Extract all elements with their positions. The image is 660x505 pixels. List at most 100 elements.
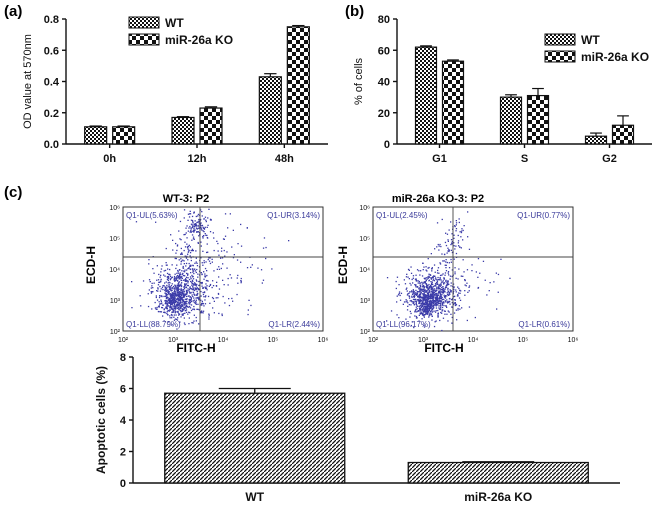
flow-wt-event-dot [195, 257, 197, 259]
flow-wt-event-dot [154, 301, 156, 304]
flow-ko-event-dot [416, 293, 419, 295]
flow-ko-event-dot [445, 264, 447, 266]
flow-wt-event-dot [163, 270, 165, 272]
flow-ko-event-dot [421, 309, 424, 311]
flow-ko-event-dot [419, 289, 421, 291]
flow-ko-event-dot [426, 270, 428, 272]
flow-ko-event-dot [421, 281, 423, 283]
flow-ko-event-dot [437, 303, 439, 305]
flow-ko-event-dot [427, 258, 429, 260]
flow-ko-event-dot [440, 307, 442, 309]
flow-wt-event-dot [193, 289, 196, 292]
flow-wt-event-dot [185, 257, 188, 259]
flow-ko-event-dot [415, 292, 417, 294]
flow-ko-event-dot [424, 311, 426, 313]
flow-wt-event-dot [192, 287, 194, 289]
flow-ko-event-dot [432, 276, 434, 278]
flow-wt-event-dot [178, 285, 180, 287]
flow-wt-event-dot [185, 265, 187, 267]
flow-xlabel-wt: FITC-H [176, 341, 215, 355]
flow-wt-event-dot [204, 299, 206, 301]
flow-wt-event-dot [183, 217, 185, 219]
flow-ko-event-dot [448, 293, 450, 295]
flow-ko-event-dot [432, 283, 434, 286]
flow-wt-event-dot [151, 308, 153, 310]
flow-ko-event-dot [423, 295, 425, 297]
flow-wt-event-dot [182, 267, 184, 269]
flow-wt-event-dot [196, 268, 198, 271]
flow-ko-event-dot [460, 247, 462, 249]
flow-wt-event-dot [204, 296, 207, 298]
flow-wt-event-dot [186, 225, 188, 227]
flow-wt-event-dot [197, 231, 199, 233]
flow-wt-event-dot [194, 268, 196, 270]
flow-wt-event-dot [131, 307, 133, 309]
flow-ko-event-dot [437, 287, 439, 289]
flow-ko-event-dot [418, 293, 421, 295]
flow-wt-event-dot [187, 280, 189, 282]
flow-ko-event-dot [441, 289, 443, 291]
flow-ko-event-dot [451, 306, 454, 308]
flow-ko-event-dot [419, 312, 421, 314]
flow-ko-event-dot [426, 307, 428, 309]
flow-ko-event-dot [430, 283, 432, 286]
flow-ko-event-dot [464, 284, 466, 286]
flow-wt-event-dot [163, 320, 165, 322]
flow-wt-event-dot [183, 263, 185, 265]
flow-wt-event-dot [160, 274, 162, 276]
flow-ko-event-dot [447, 280, 449, 282]
flow-wt-event-dot [184, 275, 186, 277]
flow-wt-quadrant-ul: Q1-UL(5.63%) [126, 211, 178, 220]
flow-wt-event-dot [184, 293, 186, 295]
flow-ko-event-dot [430, 293, 432, 295]
flow-wt-event-dot [170, 295, 173, 297]
flow-ko-event-dot [421, 288, 423, 290]
flow-wt-event-dot [182, 309, 184, 312]
flow-wt-event-dot [208, 285, 210, 287]
flow-ko-event-dot [451, 233, 453, 235]
flow-wt-event-dot [207, 251, 209, 253]
flow-wt-event-dot [181, 279, 183, 282]
flow-wt-event-dot [177, 277, 180, 279]
flow-ko-event-dot [398, 292, 400, 295]
flow-ko-event-dot [430, 274, 432, 276]
flow-wt-event-dot [158, 273, 160, 276]
flow-wt-event-dot [162, 285, 164, 287]
flow-wt-event-dot [173, 302, 175, 304]
flow-wt-event-dot [186, 303, 188, 305]
flow-wt-event-dot [186, 243, 188, 245]
flow-ko-event-dot [418, 291, 420, 293]
flow-ko-event-dot [467, 236, 469, 238]
flow-wt-event-dot [164, 303, 166, 305]
chart-b-legend-swatch-ko [544, 50, 576, 63]
flow-ko-event-dot [427, 294, 429, 297]
flow-wt-event-dot [186, 300, 188, 303]
flow-ko-event-dot [426, 305, 428, 308]
flow-wt-event-dot [193, 314, 195, 316]
flow-ko-y-tick-label: 10² [360, 329, 371, 336]
flow-ko-event-dot [448, 294, 450, 296]
flow-ko-event-dot [448, 267, 451, 269]
flow-ko-event-dot [440, 301, 442, 303]
flow-wt-event-dot [213, 312, 215, 314]
flow-wt-event-dot [171, 298, 173, 300]
flow-ko-event-dot [446, 313, 448, 315]
flow-wt-event-dot [158, 301, 160, 303]
flow-wt-event-dot [169, 286, 172, 288]
flow-wt-event-dot [187, 219, 189, 221]
flow-wt-event-dot [175, 257, 177, 260]
flow-wt-event-dot [206, 237, 208, 239]
flow-wt-event-dot [206, 289, 208, 291]
flow-ko-event-dot [414, 311, 416, 313]
flow-ko-event-dot [436, 303, 438, 306]
flow-ko-event-dot [437, 292, 439, 294]
flow-ko-event-dot [414, 298, 416, 301]
flow-wt-event-dot [171, 276, 173, 278]
flow-wt-event-dot [188, 317, 190, 319]
flow-ko-event-dot [448, 250, 450, 253]
flow-wt-event-dot [165, 289, 168, 291]
flow-ko-event-dot [408, 295, 411, 298]
flow-ko-event-dot [460, 230, 463, 232]
flow-ko-event-dot [448, 298, 451, 300]
